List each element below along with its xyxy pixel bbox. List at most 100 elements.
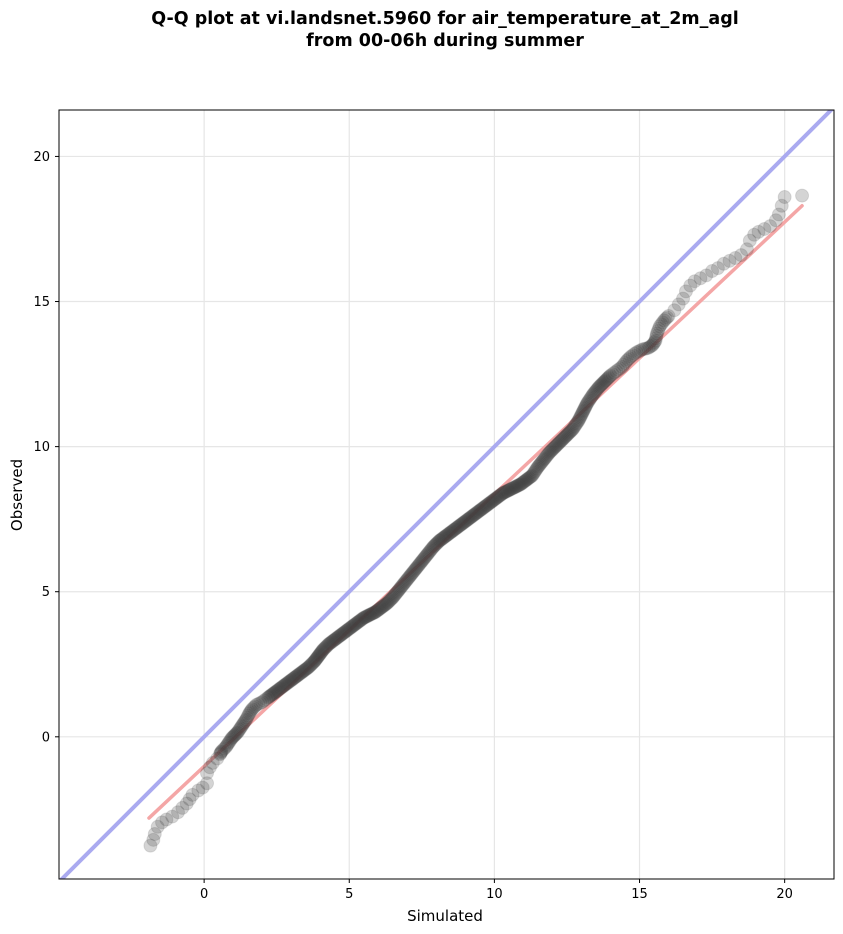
data-point [147,827,162,842]
data-point [240,710,255,725]
data-point [458,514,473,529]
data-point [757,221,772,236]
data-point [257,693,272,708]
data-point [426,539,441,554]
data-point [175,800,190,815]
data-point [218,739,233,754]
data-point [505,481,520,496]
data-point [462,511,477,526]
data-point [543,444,558,459]
data-point [377,598,392,613]
data-point [414,554,429,569]
data-point [349,616,364,631]
data-point [400,572,415,587]
data-point [235,718,250,733]
data-point [303,658,318,673]
data-point [560,427,575,442]
data-point [362,607,377,622]
data-point [409,560,424,575]
data-point [554,433,569,448]
data-point [439,528,454,543]
data-point [512,477,527,492]
data-point [287,671,302,686]
data-point [266,686,281,701]
data-point [275,679,290,694]
data-point [546,441,561,456]
data-point [267,685,282,700]
data-point [507,480,522,495]
data-point [552,435,567,450]
data-point [410,559,425,574]
data-point [517,474,532,489]
data-point [598,373,613,388]
data-point [459,513,474,528]
data-point [511,478,526,493]
data-point [471,504,486,519]
data-point [434,532,449,547]
data-point [320,638,335,653]
data-point [321,636,336,651]
data-point [230,725,245,740]
data-point [429,536,444,551]
data-point [431,534,446,549]
data-point [331,629,346,644]
data-point [747,227,762,242]
data-point [468,507,483,522]
data-point [573,410,588,425]
data-point [284,673,299,688]
data-point [588,383,603,398]
data-point [443,525,458,540]
data-point [645,338,660,353]
data-point [261,689,276,704]
data-point [553,434,568,449]
data-point [445,523,460,538]
data-point [575,404,590,419]
data-point [244,703,259,718]
data-point [380,595,395,610]
y-tick-label: 10 [33,440,50,455]
data-point [366,605,381,620]
data-point [483,495,498,510]
data-point [296,663,311,678]
data-point [389,585,404,600]
data-point [658,311,673,326]
data-point [516,475,531,490]
data-point [215,742,230,757]
data-point [460,512,475,527]
data-point [404,567,419,582]
data-point [578,400,593,415]
data-point [205,755,220,770]
data-point [491,489,506,504]
data-point [398,574,413,589]
data-point [191,783,206,798]
data-point [728,250,743,265]
data-point [605,367,620,382]
data-point [566,420,581,435]
data-point [340,623,355,638]
reference-line [59,110,834,879]
data-point [661,309,676,324]
data-point [299,661,314,676]
data-point [293,665,308,680]
data-point [322,636,337,651]
data-point [592,379,607,394]
data-point [574,407,589,422]
data-point [416,551,431,566]
data-point [450,520,465,535]
data-point [297,663,312,678]
data-point [453,517,468,532]
data-point [588,384,603,399]
data-point [768,213,783,228]
data-point [357,610,372,625]
data-point [479,498,494,513]
data-point [360,608,375,623]
data-point [365,606,380,621]
data-point [466,508,481,523]
x-tick-label: 5 [345,887,353,902]
data-point [359,609,374,624]
data-point [652,319,667,334]
data-point [411,557,426,572]
data-point [587,386,602,401]
data-point [185,787,200,802]
